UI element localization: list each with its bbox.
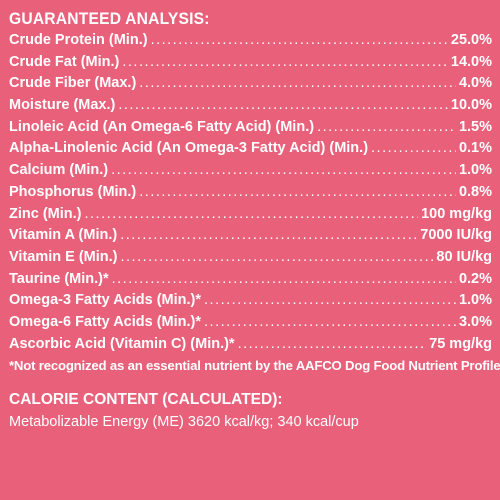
analysis-row: Crude Fat (Min.) 14.0% (9, 52, 492, 74)
calorie-content-value: Metabolizable Energy (ME) 3620 kcal/kg; … (9, 414, 359, 431)
nutrient-label: Zinc (Min.) (9, 205, 82, 222)
nutrient-label: Vitamin A (Min.) (9, 227, 118, 244)
nutrient-label: Alpha-Linolenic Acid (An Omega-3 Fatty A… (9, 140, 369, 157)
analysis-row: Omega-6 Fatty Acids (Min.)* 3.0% (9, 312, 492, 334)
dot-leader (204, 290, 456, 312)
dot-leader (111, 160, 456, 182)
nutrient-label: Calcium (Min.) (9, 162, 109, 179)
nutrient-value: 75 mg/kg (429, 335, 492, 352)
nutrient-label: Omega-3 Fatty Acids (Min.)* (9, 292, 202, 309)
dot-leader (204, 312, 456, 334)
nutrient-label: Vitamin E (Min.) (9, 248, 118, 265)
nutrient-value: 1.0% (458, 162, 492, 179)
guaranteed-analysis-heading: GUARANTEED ANALYSIS: (9, 9, 210, 28)
analysis-row: Vitamin E (Min.) 80 IU/kg (9, 247, 492, 269)
nutrient-label: Omega-6 Fatty Acids (Min.)* (9, 313, 202, 330)
dot-leader (112, 269, 456, 291)
analysis-row: Vitamin A (Min.) 7000 IU/kg (9, 225, 492, 247)
analysis-row: Moisture (Max.) 10.0% (9, 95, 492, 117)
analysis-row: Zinc (Min.) 100 mg/kg (9, 204, 492, 226)
nutrient-label: Taurine (Min.)* (9, 270, 109, 287)
dot-leader (122, 52, 448, 74)
nutrient-label: Phosphorus (Min.) (9, 183, 137, 200)
nutrient-label: Crude Protein (Min.) (9, 32, 148, 48)
analysis-row: Calcium (Min.) 1.0% (9, 160, 492, 182)
nutrient-label: Crude Fat (Min.) (9, 53, 120, 70)
analysis-row: Alpha-Linolenic Acid (An Omega-3 Fatty A… (9, 138, 492, 160)
nutrient-value: 0.8% (458, 183, 492, 200)
nutrient-label: Linoleic Acid (An Omega-6 Fatty Acid) (M… (9, 118, 315, 135)
nutrient-label: Moisture (Max.) (9, 97, 116, 114)
analysis-row: Taurine (Min.)* 0.2% (9, 269, 492, 291)
calorie-content-heading: CALORIE CONTENT (CALCULATED): (9, 391, 283, 409)
nutrient-value: 10.0% (450, 97, 492, 114)
nutrient-value: 100 mg/kg (421, 205, 492, 222)
dot-leader (139, 182, 456, 204)
dot-leader (118, 95, 448, 117)
analysis-row: Crude Fiber (Max.) 4.0% (9, 73, 492, 95)
dot-leader (139, 73, 456, 95)
nutrient-value: 1.5% (458, 118, 492, 135)
nutrient-value: 0.2% (458, 270, 492, 287)
analysis-row: Omega-3 Fatty Acids (Min.)* 1.0% (9, 290, 492, 312)
nutrient-value: 7000 IU/kg (420, 227, 492, 244)
dot-leader (121, 247, 434, 269)
analysis-row: Crude Protein (Min.) 25.0% (9, 30, 492, 52)
dot-leader (238, 334, 427, 356)
dot-leader (317, 117, 456, 139)
nutrient-value: 80 IU/kg (436, 248, 492, 265)
analysis-row: Ascorbic Acid (Vitamin C) (Min.)* 75 mg/… (9, 334, 492, 356)
dot-leader (120, 225, 417, 247)
nutrient-value: 0.1% (458, 140, 492, 157)
nutrient-label: Crude Fiber (Max.) (9, 75, 137, 92)
nutrient-value: 1.0% (458, 292, 492, 309)
nutrient-label: Ascorbic Acid (Vitamin C) (Min.)* (9, 335, 235, 352)
analysis-table: Crude Protein (Min.) 25.0% Crude Fat (Mi… (9, 30, 492, 355)
aafco-footnote: *Not recognized as an essential nutrient… (9, 358, 500, 374)
dot-leader (151, 30, 448, 52)
dot-leader (371, 138, 456, 160)
nutrient-value: 4.0% (458, 75, 492, 92)
analysis-row: Phosphorus (Min.) 0.8% (9, 182, 492, 204)
analysis-row: Linoleic Acid (An Omega-6 Fatty Acid) (M… (9, 117, 492, 139)
dot-leader (85, 204, 419, 226)
nutrient-value: 14.0% (450, 53, 492, 70)
nutrient-value: 3.0% (458, 313, 492, 330)
nutrient-value: 25.0% (450, 32, 492, 48)
